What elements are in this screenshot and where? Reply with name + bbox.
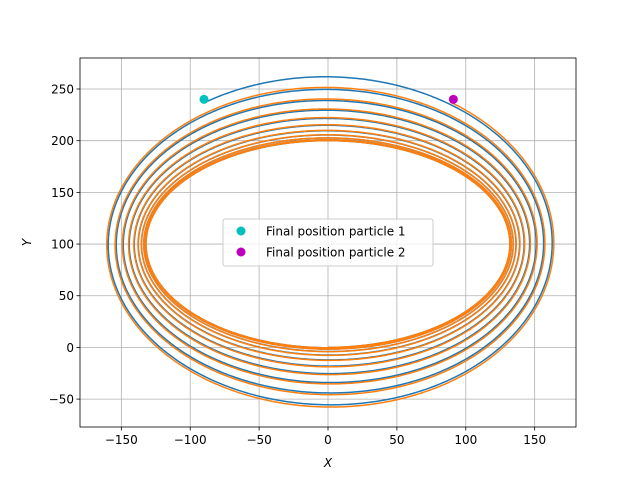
- y-tick-label: −50: [49, 393, 74, 407]
- legend-box: [222, 218, 434, 267]
- legend-marker-particle-2: [236, 247, 246, 257]
- y-tick-label: 50: [59, 289, 74, 303]
- y-tick-label: 150: [51, 186, 74, 200]
- x-tick-label: −150: [105, 433, 138, 447]
- y-tick-label: 0: [66, 341, 74, 355]
- y-axis-label: Y: [20, 237, 34, 246]
- marker-final_particle2: [448, 94, 458, 104]
- legend-label-particle-2: Final position particle 2: [266, 246, 406, 260]
- final-position-markers: [199, 94, 458, 104]
- series-layer: [106, 76, 555, 408]
- y-tick-label: 200: [51, 134, 74, 148]
- axis-ticks: −150 −100 −50 0 50 100 150 −50 0 50 100 150 200 250: [49, 83, 546, 447]
- x-tick-label: 100: [454, 433, 477, 447]
- trajectory-particle2_trajectory: [106, 86, 555, 408]
- x-axis-label: X: [323, 456, 333, 470]
- x-tick-label: 0: [324, 433, 332, 447]
- x-tick-label: −100: [174, 433, 207, 447]
- legend: Final position particle 1 Final position…: [222, 218, 434, 267]
- x-tick-label: −50: [246, 433, 271, 447]
- y-tick-label: 250: [51, 83, 74, 97]
- x-tick-label: 50: [389, 433, 404, 447]
- legend-label-particle-1: Final position particle 1: [266, 225, 406, 239]
- x-tick-label: 150: [523, 433, 546, 447]
- marker-final_particle1: [199, 94, 209, 104]
- y-tick-label: 100: [51, 238, 74, 252]
- legend-marker-particle-1: [236, 226, 246, 236]
